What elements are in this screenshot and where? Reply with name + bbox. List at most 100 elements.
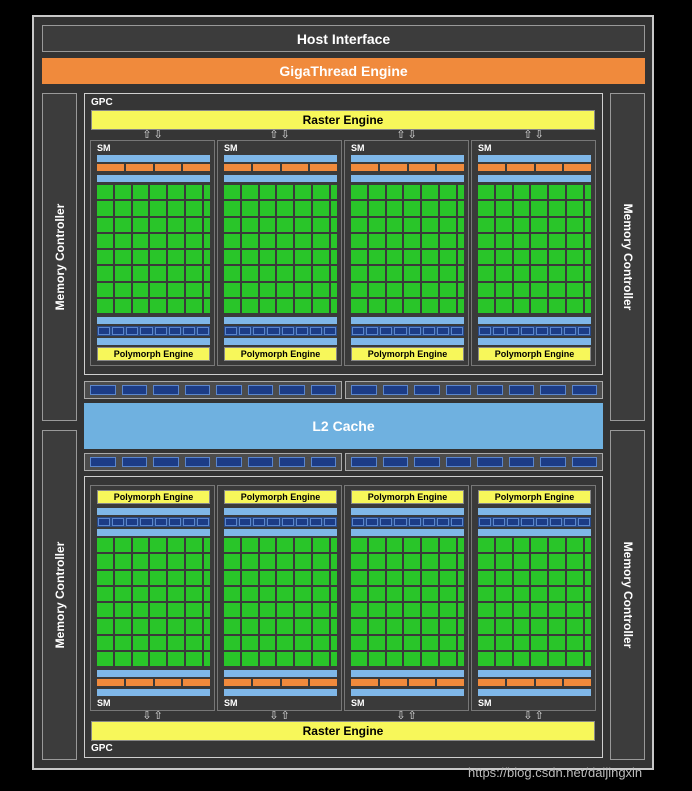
cuda-core: [241, 250, 258, 265]
texture-unit: [168, 518, 181, 526]
texture-unit: [366, 327, 379, 335]
warp-scheduler: [351, 679, 378, 686]
cuda-core: [549, 266, 566, 281]
cuda-core: [567, 554, 583, 569]
cuda-core: [404, 185, 421, 200]
cuda-core: [351, 201, 367, 216]
cuda-core: [313, 538, 329, 553]
warp-scheduler: [97, 679, 124, 686]
cuda-core: [114, 586, 131, 601]
cuda-core: [186, 217, 202, 232]
warp-scheduler-row: [351, 164, 464, 171]
polymorph-engine: Polymorph Engine: [351, 490, 464, 504]
sfu-unit: [584, 298, 591, 313]
warp-scheduler: [408, 164, 436, 171]
cuda-core: [313, 603, 329, 618]
cuda-core: [132, 538, 149, 553]
cuda-core: [259, 233, 276, 248]
arrow-down-icon: ⇩: [153, 128, 163, 141]
cache-bar: [351, 338, 464, 345]
cuda-core: [114, 282, 131, 297]
cuda-core: [114, 298, 131, 313]
warp-scheduler: [310, 679, 337, 686]
sfu-unit: [457, 217, 464, 232]
cuda-core-grid: [478, 185, 591, 313]
cuda-core: [567, 298, 583, 313]
cuda-core: [259, 586, 276, 601]
texture-unit: [253, 518, 266, 526]
cuda-core: [241, 217, 258, 232]
texture-unit: [126, 327, 139, 335]
cuda-core: [386, 619, 403, 634]
texture-unit: [323, 518, 336, 526]
cuda-core: [313, 201, 329, 216]
sfu-unit: [457, 233, 464, 248]
cuda-core: [351, 603, 367, 618]
cuda-core: [478, 635, 494, 650]
cuda-core: [404, 619, 421, 634]
texture-unit: [239, 327, 252, 335]
texture-unit-row: [478, 326, 591, 336]
cuda-core: [513, 201, 530, 216]
sm-top-1: SM Polymorph Engine: [90, 140, 215, 366]
cuda-core: [386, 217, 403, 232]
cuda-core: [567, 651, 583, 666]
cuda-core: [186, 298, 202, 313]
cuda-core: [351, 266, 367, 281]
cuda-core: [132, 250, 149, 265]
cuda-core: [97, 538, 113, 553]
cuda-core-grid: [97, 538, 210, 666]
cuda-core: [277, 185, 294, 200]
memory-controller-right-top: Memory Controller: [610, 93, 645, 421]
cuda-core: [168, 266, 185, 281]
cuda-core: [186, 250, 202, 265]
texture-unit: [182, 518, 195, 526]
dispatch-unit-bar: [478, 155, 591, 162]
sfu-unit: [203, 250, 210, 265]
polymorph-engine: Polymorph Engine: [224, 347, 337, 361]
cuda-core: [186, 233, 202, 248]
texture-unit: [535, 518, 548, 526]
cuda-core: [241, 570, 258, 585]
cuda-core: [549, 538, 566, 553]
cuda-core: [277, 603, 294, 618]
texture-unit: [549, 518, 562, 526]
cuda-core: [132, 298, 149, 313]
cuda-core: [97, 619, 113, 634]
cuda-core: [422, 651, 439, 666]
warp-scheduler: [506, 679, 534, 686]
cuda-core: [368, 250, 385, 265]
warp-scheduler: [379, 164, 407, 171]
cuda-core: [478, 651, 494, 666]
cuda-core: [241, 619, 258, 634]
texture-unit: [267, 327, 280, 335]
cuda-core: [132, 586, 149, 601]
cuda-core: [132, 603, 149, 618]
cache-bar: [224, 689, 337, 696]
sfu-unit: [330, 603, 337, 618]
cuda-core: [567, 635, 583, 650]
cuda-core: [186, 201, 202, 216]
arrows-bottom-3: ⇩ ⇧: [384, 710, 429, 722]
cuda-core: [495, 635, 512, 650]
cuda-core: [351, 185, 367, 200]
cuda-core: [168, 185, 185, 200]
sm-label: SM: [351, 698, 365, 708]
cuda-core: [114, 185, 131, 200]
cuda-core: [241, 635, 258, 650]
sm-top-2: SM Polymorph Engine: [217, 140, 342, 366]
cuda-core: [150, 233, 167, 248]
sfu-unit: [330, 250, 337, 265]
arrows-top-2: ⇧ ⇩: [257, 129, 302, 141]
sfu-unit: [457, 282, 464, 297]
texture-unit-row: [351, 326, 464, 336]
cuda-core: [168, 651, 185, 666]
cuda-core: [478, 282, 494, 297]
host-interface: Host Interface: [42, 25, 645, 52]
cuda-core: [495, 266, 512, 281]
texture-unit: [479, 518, 492, 526]
cuda-core: [295, 217, 312, 232]
texture-unit: [408, 518, 421, 526]
cuda-core: [97, 298, 113, 313]
cuda-core: [404, 603, 421, 618]
